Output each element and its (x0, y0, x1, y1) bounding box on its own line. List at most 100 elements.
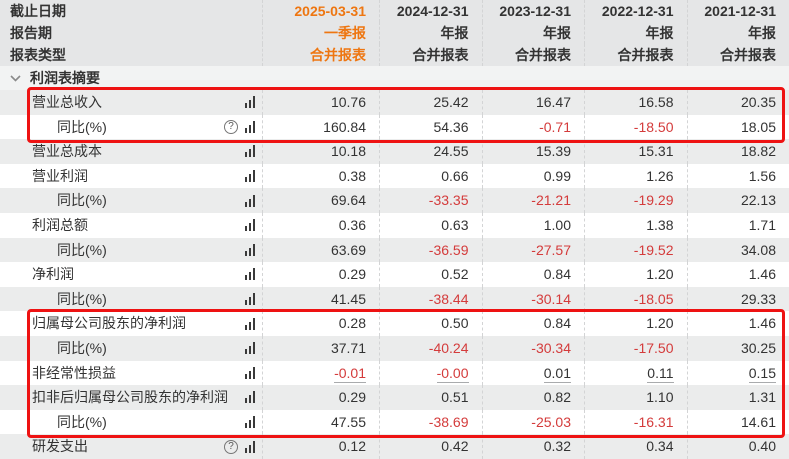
value-cell: -0.01 (262, 361, 379, 386)
value-cell: 54.36 (379, 115, 482, 140)
metric-label-cell: 同比(%) (0, 410, 262, 435)
header-value-cell: 合并报表 (482, 44, 585, 66)
bar-chart-icon[interactable] (245, 96, 255, 108)
header-value-cell: 年报 (687, 22, 789, 44)
bar-chart-icon[interactable] (245, 170, 255, 182)
metric-label-cell: 营业利润 (0, 164, 262, 189)
header-value-cell: 年报 (482, 22, 585, 44)
bar-chart-icon[interactable] (245, 441, 255, 453)
value-cell: 0.29 (262, 385, 379, 410)
metric-label-cell: 扣非后归属母公司股东的净利润 (0, 385, 262, 410)
value-cell: 1.31 (687, 385, 789, 410)
metric-label: 利润总额 (32, 213, 88, 238)
row-icons (245, 361, 255, 386)
value-cell: 0.28 (262, 311, 379, 336)
value-cell: 1.00 (482, 213, 585, 238)
header-row: 报告期一季报年报年报年报年报 (0, 22, 789, 44)
metric-label-cell: 研发支出? (0, 434, 262, 459)
metric-label-cell: 同比(%)? (0, 115, 262, 140)
value-cell: 0.29 (262, 262, 379, 287)
bar-chart-icon[interactable] (245, 121, 255, 133)
row-icons (245, 139, 255, 164)
header-label: 报告期 (0, 22, 262, 44)
value-cell: 15.39 (482, 139, 585, 164)
metric-label: 营业利润 (32, 164, 88, 189)
value-cell: 0.82 (482, 385, 585, 410)
row-icons (245, 336, 255, 361)
value-cell: 22.13 (687, 188, 789, 213)
value-cell: 41.45 (262, 287, 379, 312)
row-icons: ? (224, 115, 255, 140)
value-cell: 1.46 (687, 262, 789, 287)
value-cell: -16.31 (584, 410, 687, 435)
header-value-cell: 2024-12-31 (379, 0, 482, 22)
value-cell: 24.55 (379, 139, 482, 164)
value-cell: -19.52 (584, 238, 687, 263)
bar-chart-icon[interactable] (245, 318, 255, 330)
help-icon[interactable]: ? (224, 120, 238, 134)
metric-label: 营业总成本 (32, 139, 102, 164)
bar-chart-icon[interactable] (245, 342, 255, 354)
value-cell: 1.38 (584, 213, 687, 238)
value-cell: -25.03 (482, 410, 585, 435)
row-icons (245, 188, 255, 213)
bar-chart-icon[interactable] (245, 145, 255, 157)
value-cell: 0.42 (379, 434, 482, 459)
row-icons (245, 287, 255, 312)
value-cell: 29.33 (687, 287, 789, 312)
bar-chart-icon[interactable] (245, 244, 255, 256)
metric-label: 净利润 (32, 262, 74, 287)
value-cell: -0.00 (379, 361, 482, 386)
row-icons (245, 238, 255, 263)
row-icons (245, 311, 255, 336)
row-icons (245, 213, 255, 238)
bar-chart-icon[interactable] (245, 391, 255, 403)
value-cell: 10.18 (262, 139, 379, 164)
row-icons: ? (224, 434, 255, 459)
metric-label-cell: 同比(%) (0, 188, 262, 213)
value-cell: -19.29 (584, 188, 687, 213)
help-icon[interactable]: ? (224, 440, 238, 454)
bar-chart-icon[interactable] (245, 367, 255, 379)
value-cell: 0.15 (687, 361, 789, 386)
value-cell: 0.66 (379, 164, 482, 189)
metric-label: 同比(%) (57, 115, 107, 140)
metric-label-cell: 营业总成本 (0, 139, 262, 164)
bar-chart-icon[interactable] (245, 268, 255, 280)
chevron-down-icon[interactable] (10, 75, 21, 82)
value-cell: 0.38 (262, 164, 379, 189)
metric-label-cell: 同比(%) (0, 238, 262, 263)
value-cell: 16.47 (482, 90, 585, 115)
section-row-income-statement[interactable]: 利润表摘要 (0, 66, 789, 90)
value-cell: 0.52 (379, 262, 482, 287)
bar-chart-icon[interactable] (245, 293, 255, 305)
value-cell: 30.25 (687, 336, 789, 361)
bar-chart-icon[interactable] (245, 416, 255, 428)
value-cell: 37.71 (262, 336, 379, 361)
value-cell: 1.56 (687, 164, 789, 189)
value-cell: 34.08 (687, 238, 789, 263)
value-cell: -40.24 (379, 336, 482, 361)
metric-label-cell: 归属母公司股东的净利润 (0, 311, 262, 336)
bar-chart-icon[interactable] (245, 195, 255, 207)
value-cell: 16.58 (584, 90, 687, 115)
value-cell: 0.11 (584, 361, 687, 386)
value-cell: 10.76 (262, 90, 379, 115)
header-value-cell: 年报 (584, 22, 687, 44)
bar-chart-icon[interactable] (245, 219, 255, 231)
metric-label-cell: 同比(%) (0, 336, 262, 361)
header-value-cell: 合并报表 (379, 44, 482, 66)
value-cell: 0.32 (482, 434, 585, 459)
value-cell: 1.20 (584, 311, 687, 336)
section-title: 利润表摘要 (30, 68, 100, 88)
header-label: 截止日期 (0, 0, 262, 22)
metric-label: 同比(%) (57, 336, 107, 361)
metric-label: 同比(%) (57, 410, 107, 435)
